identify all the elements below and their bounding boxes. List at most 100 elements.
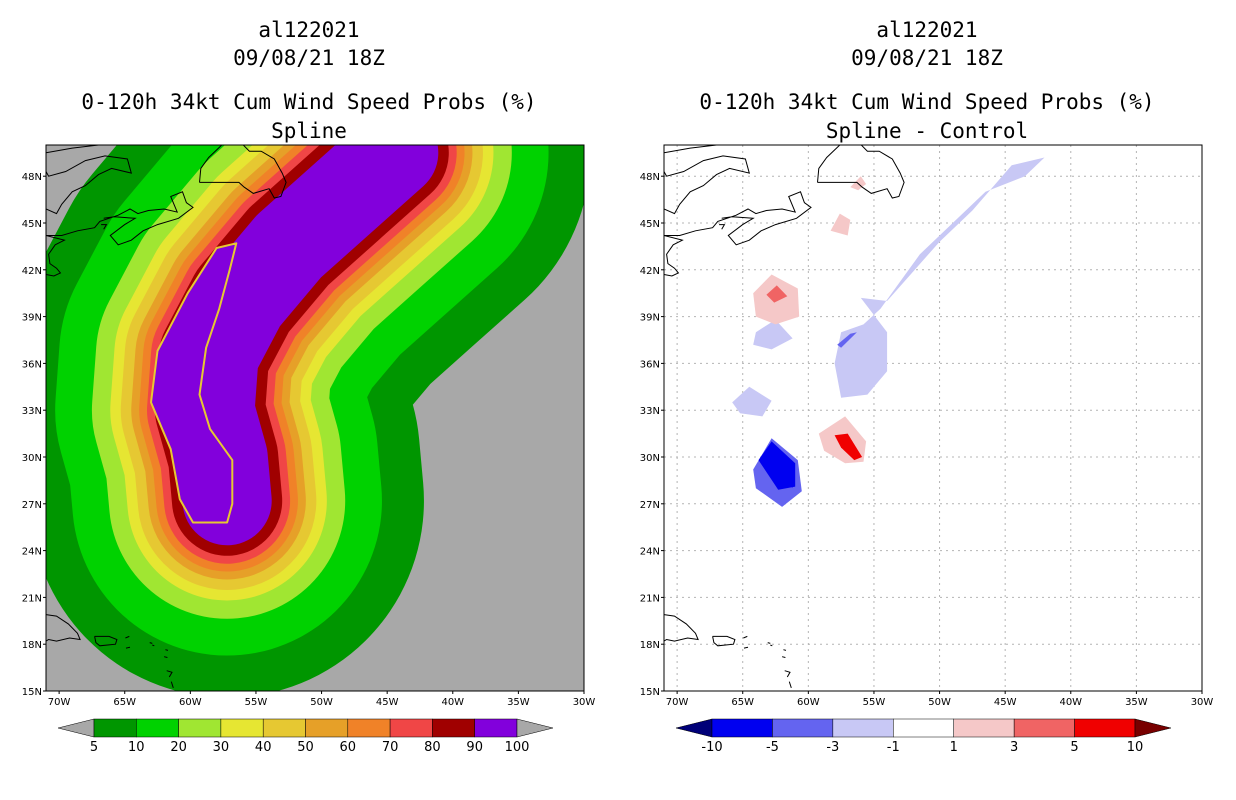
y-tick-label: 39N <box>22 313 42 324</box>
map-background <box>664 145 1202 691</box>
x-tick-label: 40W <box>1059 697 1082 708</box>
coastline <box>165 649 169 651</box>
colorbar-label: 5 <box>1070 740 1078 755</box>
coastline <box>46 155 133 215</box>
positive-anomaly <box>830 213 851 236</box>
spline-panel: al122021 09/08/21 18Z 0-120h 34kt Cum Wi… <box>22 18 596 755</box>
y-tick-label: 36N <box>22 359 42 370</box>
colorbar-label: -10 <box>701 740 722 755</box>
y-tick-label: 39N <box>640 313 660 324</box>
coastline <box>817 145 905 199</box>
colorbar-bin <box>347 718 391 738</box>
coastline <box>664 235 684 277</box>
positive-anomaly <box>834 433 863 461</box>
coastline <box>125 646 131 649</box>
coastline <box>767 642 771 644</box>
colorbar-bin <box>711 718 773 738</box>
x-tick-label: 60W <box>797 697 820 708</box>
colorbar-label: 100 <box>505 740 530 755</box>
map-frame <box>663 144 1203 692</box>
colorbar-bin <box>772 718 834 738</box>
coastline <box>199 145 287 199</box>
colorbar-bin <box>220 718 264 738</box>
datetime-title: 09/08/21 18Z <box>851 46 1003 70</box>
y-tick-label: 15N <box>640 687 660 698</box>
colorbar-bin <box>389 718 433 738</box>
y-tick-label: 33N <box>640 406 660 417</box>
colorbar-label: 20 <box>170 740 187 755</box>
probability-contours <box>46 145 584 691</box>
product-title: 0-120h 34kt Cum Wind Speed Probs (%) <box>699 90 1155 114</box>
coastline <box>152 644 155 647</box>
coastline <box>101 224 108 230</box>
y-tick-label: 30N <box>640 453 660 464</box>
x-tick-label: 30W <box>1191 697 1214 708</box>
colorbar-label: -3 <box>826 740 839 755</box>
coastline <box>170 681 174 689</box>
x-tick-label: 65W <box>731 697 754 708</box>
y-tick-label: 18N <box>22 640 42 651</box>
coastline <box>770 644 773 647</box>
colorbar-label: 10 <box>1127 740 1144 755</box>
colorbar-high-arrow <box>1134 718 1172 738</box>
coastline <box>125 635 130 639</box>
difference-map: 70W 65W 60W 55W 50W 45W 40W 35W 30W 15N 18N 21N 24N 2… <box>640 144 1214 755</box>
storm-id-title: al122021 <box>258 18 360 42</box>
y-tick-label: 21N <box>640 593 660 604</box>
y-tick-label: 48N <box>22 172 42 183</box>
product-title: 0-120h 34kt Cum Wind Speed Probs (%) <box>81 90 537 114</box>
y-tick-label: 27N <box>640 500 660 511</box>
y-tick-label: 45N <box>640 219 660 230</box>
colorbar-label: 1 <box>950 740 958 755</box>
colorbar-low-arrow <box>675 718 713 738</box>
coastline <box>46 191 194 246</box>
x-tick-label: 50W <box>928 697 951 708</box>
negative-anomaly <box>834 157 1045 398</box>
coastline <box>712 635 736 647</box>
negative-anomaly <box>732 386 772 417</box>
colorbar-label: 40 <box>255 740 272 755</box>
contour-band-100 <box>150 242 238 524</box>
colorbar-label: 30 <box>213 740 230 755</box>
negative-anomaly <box>753 319 793 350</box>
coastline <box>784 670 791 678</box>
x-tick-label: 35W <box>507 697 530 708</box>
colorbar-high-arrow <box>516 718 554 738</box>
colorbar-label: 10 <box>128 740 145 755</box>
y-tick-label: 48N <box>640 172 660 183</box>
coastline <box>783 649 787 651</box>
colorbar-bin <box>893 718 954 738</box>
colorbar-bin <box>432 718 475 738</box>
difference-contours <box>664 145 1202 691</box>
x-tick-label: 45W <box>994 697 1017 708</box>
colorbar-low-arrow <box>57 718 95 738</box>
y-tick-label: 42N <box>22 266 42 277</box>
x-tick-label: 70W <box>666 697 689 708</box>
coastline <box>46 614 81 642</box>
y-tick-label: 24N <box>640 547 660 558</box>
method-title: Spline <box>271 119 347 143</box>
colorbar-label: -1 <box>887 740 900 755</box>
positive-anomaly <box>766 285 788 303</box>
coastline <box>46 235 66 277</box>
datetime-title: 09/08/21 18Z <box>233 46 385 70</box>
colorbar-bin <box>832 718 894 738</box>
colorbar-bin <box>1074 718 1136 738</box>
y-tick-label: 30N <box>22 453 42 464</box>
y-tick-label: 36N <box>640 359 660 370</box>
y-tick-label: 27N <box>22 500 42 511</box>
x-tick-label: 55W <box>863 697 886 708</box>
coastline <box>166 670 173 678</box>
colorbar-bin <box>474 718 518 738</box>
colorbar-bin <box>93 718 137 738</box>
coastline <box>664 155 751 215</box>
colorbar-bin <box>953 718 1015 738</box>
coastline <box>743 635 748 639</box>
colorbar-label: 60 <box>340 740 357 755</box>
coastline <box>149 642 153 644</box>
x-tick-label: 55W <box>245 697 268 708</box>
x-tick-label: 50W <box>310 697 333 708</box>
map-frame <box>45 144 585 692</box>
colorbar-label: 50 <box>297 740 314 755</box>
x-tick-label: 45W <box>376 697 399 708</box>
